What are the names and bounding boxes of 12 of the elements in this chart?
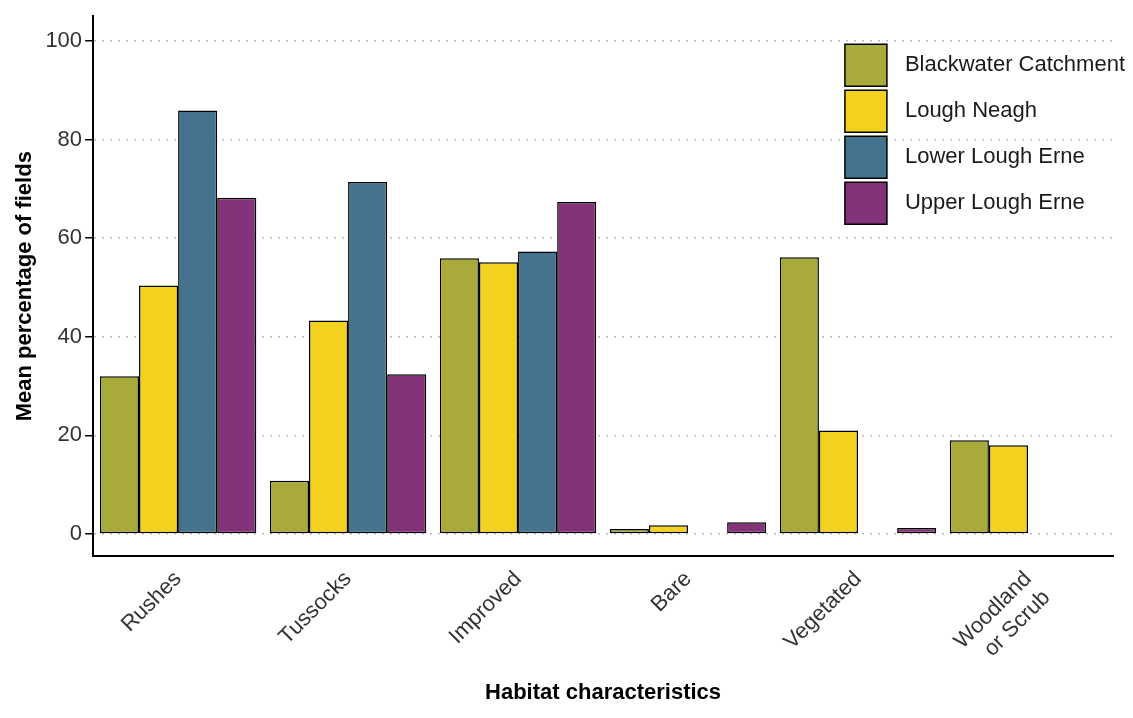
y-tick-label: 20: [57, 421, 83, 447]
legend-label: Lough Neagh: [904, 97, 1038, 123]
legend-label: Blackwater Catchment: [904, 51, 1126, 77]
y-tick-label: 100: [45, 26, 83, 52]
y-tick-label: 60: [57, 224, 83, 250]
y-tick-label: 80: [57, 125, 83, 151]
y-axis-title: Mean percentage of fields: [11, 151, 37, 422]
y-tick-label: 40: [57, 322, 83, 348]
legend-label: Lower Lough Erne: [904, 143, 1085, 169]
y-tick-label: 0: [69, 520, 83, 546]
legend-label: Upper Lough Erne: [904, 189, 1085, 215]
x-axis-title: Habitat characteristics: [485, 678, 722, 704]
